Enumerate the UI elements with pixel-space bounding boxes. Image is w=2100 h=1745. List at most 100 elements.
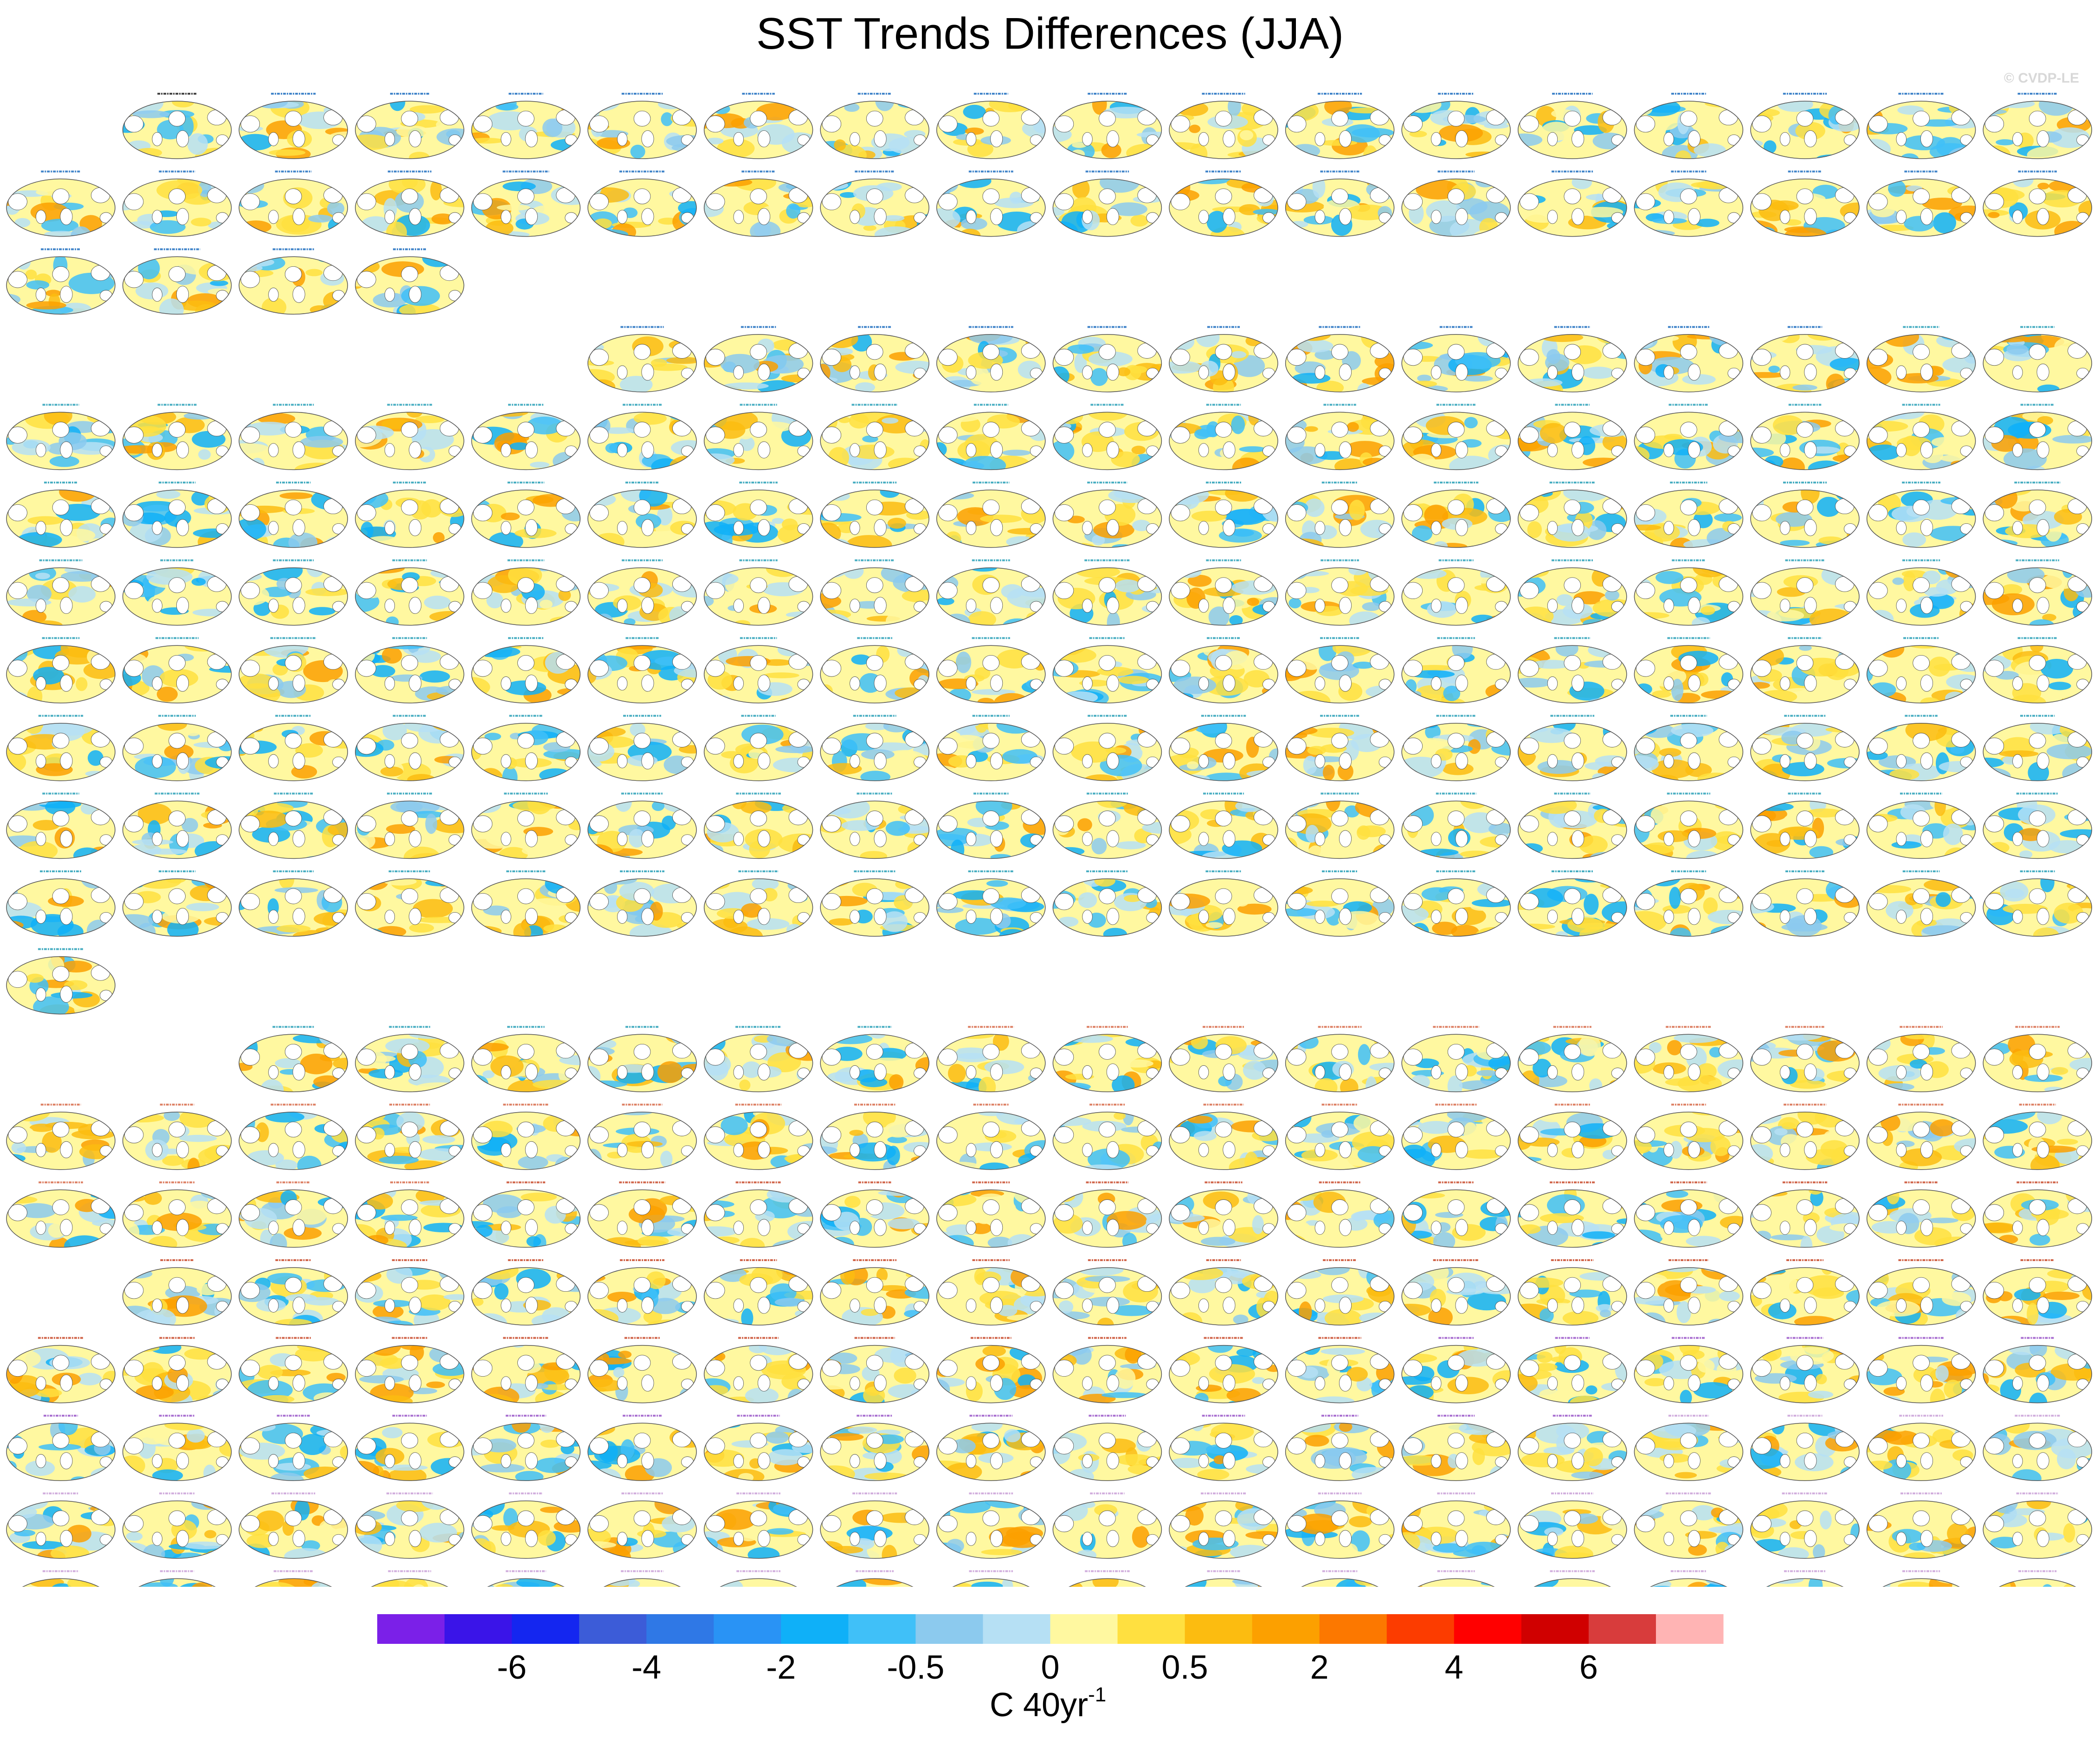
sst-field xyxy=(6,412,115,470)
map-panel xyxy=(1518,170,1627,237)
map-outline xyxy=(355,412,464,470)
colorbar-swatch xyxy=(1656,1614,1724,1644)
map-outline xyxy=(820,101,929,159)
map-panel xyxy=(6,248,116,315)
colorbar-swatch xyxy=(848,1614,916,1644)
map-outline xyxy=(1052,101,1162,159)
map-outline xyxy=(587,334,697,393)
colorbar-swatch xyxy=(1252,1614,1320,1644)
map-panel xyxy=(238,404,348,470)
map-panel xyxy=(1634,93,1744,159)
colorbar-tick-label: 2 xyxy=(1310,1649,1329,1686)
map-panel xyxy=(1052,326,1162,393)
map-panel xyxy=(936,93,1046,159)
colorbar-swatch xyxy=(1521,1614,1589,1644)
map-outline xyxy=(1634,101,1744,159)
map-outline xyxy=(238,101,348,159)
map-outline xyxy=(1285,178,1395,237)
colorbar-swatch xyxy=(714,1614,781,1644)
colorbar-swatch xyxy=(1185,1614,1253,1644)
map-outline xyxy=(122,101,232,159)
colorbar-swatch xyxy=(646,1614,714,1644)
map-outline xyxy=(1285,334,1395,393)
sst-field xyxy=(936,101,1045,159)
map-panel xyxy=(1169,93,1278,159)
map-panel xyxy=(587,404,697,470)
map-outline xyxy=(703,334,813,393)
map-panel xyxy=(1866,326,1976,393)
map-outline xyxy=(587,412,697,470)
sst-field xyxy=(1053,179,1162,237)
map-panel xyxy=(1401,326,1511,393)
colorbar-swatch xyxy=(579,1614,647,1644)
sst-field xyxy=(820,412,929,470)
map-panel xyxy=(6,404,116,470)
map-panel xyxy=(355,93,464,159)
map-outline xyxy=(6,256,116,315)
map-outline xyxy=(936,178,1046,237)
map-outline xyxy=(238,178,348,237)
map-outline xyxy=(703,101,813,159)
map-outline xyxy=(6,412,116,470)
map-panel xyxy=(6,170,116,237)
map-outline xyxy=(1518,334,1627,393)
colorbar-swatch xyxy=(1386,1614,1455,1644)
colorbar-swatch xyxy=(512,1614,580,1644)
map-panel xyxy=(703,170,813,237)
colorbar-swatch xyxy=(1117,1614,1185,1644)
sst-field xyxy=(588,412,696,470)
watermark: © CVDP-LE xyxy=(2003,71,2079,86)
colorbar-swatch xyxy=(377,1614,445,1644)
map-outline xyxy=(936,412,1046,470)
map-outline xyxy=(1634,178,1744,237)
map-outline xyxy=(1983,101,2092,159)
sst-field xyxy=(1634,101,1743,159)
sst-field xyxy=(704,179,813,237)
colorbar-unit-exponent: -1 xyxy=(1088,1683,1107,1706)
map-outline xyxy=(1401,334,1511,393)
map-outline xyxy=(355,178,464,237)
colorbar-swatch xyxy=(444,1614,512,1644)
sst-field xyxy=(355,179,464,237)
map-outline xyxy=(355,101,464,159)
map-outline xyxy=(1052,178,1162,237)
sst-field xyxy=(1402,179,1511,237)
map-outline xyxy=(703,412,813,470)
map-panel xyxy=(355,404,464,470)
colorbar-tick-label: -2 xyxy=(766,1649,796,1686)
map-outline xyxy=(1750,178,1860,237)
colorbar-swatch xyxy=(983,1614,1050,1644)
colorbar-tick-label: -4 xyxy=(631,1649,661,1686)
map-outline xyxy=(1866,101,1976,159)
map-outline xyxy=(355,256,464,315)
map-outline xyxy=(1052,334,1162,393)
map-outline xyxy=(1518,101,1627,159)
colorbar-swatch xyxy=(1588,1614,1656,1644)
map-outline xyxy=(122,256,232,315)
map-outline xyxy=(820,412,929,470)
sst-field xyxy=(1751,179,1859,237)
map-outline xyxy=(1285,101,1395,159)
sst-field xyxy=(122,257,232,315)
sst-field xyxy=(1518,179,1627,237)
map-panel xyxy=(820,93,929,159)
sst-field xyxy=(6,179,115,237)
map-outline xyxy=(1983,178,2092,237)
map-outline xyxy=(936,101,1046,159)
map-outline xyxy=(1866,178,1976,237)
map-outline xyxy=(820,334,929,393)
map-outline xyxy=(238,256,348,315)
colorbar-swatch xyxy=(1050,1614,1118,1644)
map-outline xyxy=(1634,334,1744,393)
map-panel xyxy=(1169,170,1278,237)
map-outline xyxy=(587,178,697,237)
map-panel xyxy=(1401,170,1511,237)
colorbar-swatch xyxy=(1319,1614,1387,1644)
map-panel xyxy=(355,170,464,237)
map-outline xyxy=(122,412,232,470)
map-outline xyxy=(1401,178,1511,237)
colorbar-swatch xyxy=(781,1614,849,1644)
colorbar-tick-label: 0.5 xyxy=(1162,1649,1208,1686)
colorbar-tick-label: 6 xyxy=(1579,1649,1598,1686)
colorbar-tick-label: 4 xyxy=(1445,1649,1463,1686)
